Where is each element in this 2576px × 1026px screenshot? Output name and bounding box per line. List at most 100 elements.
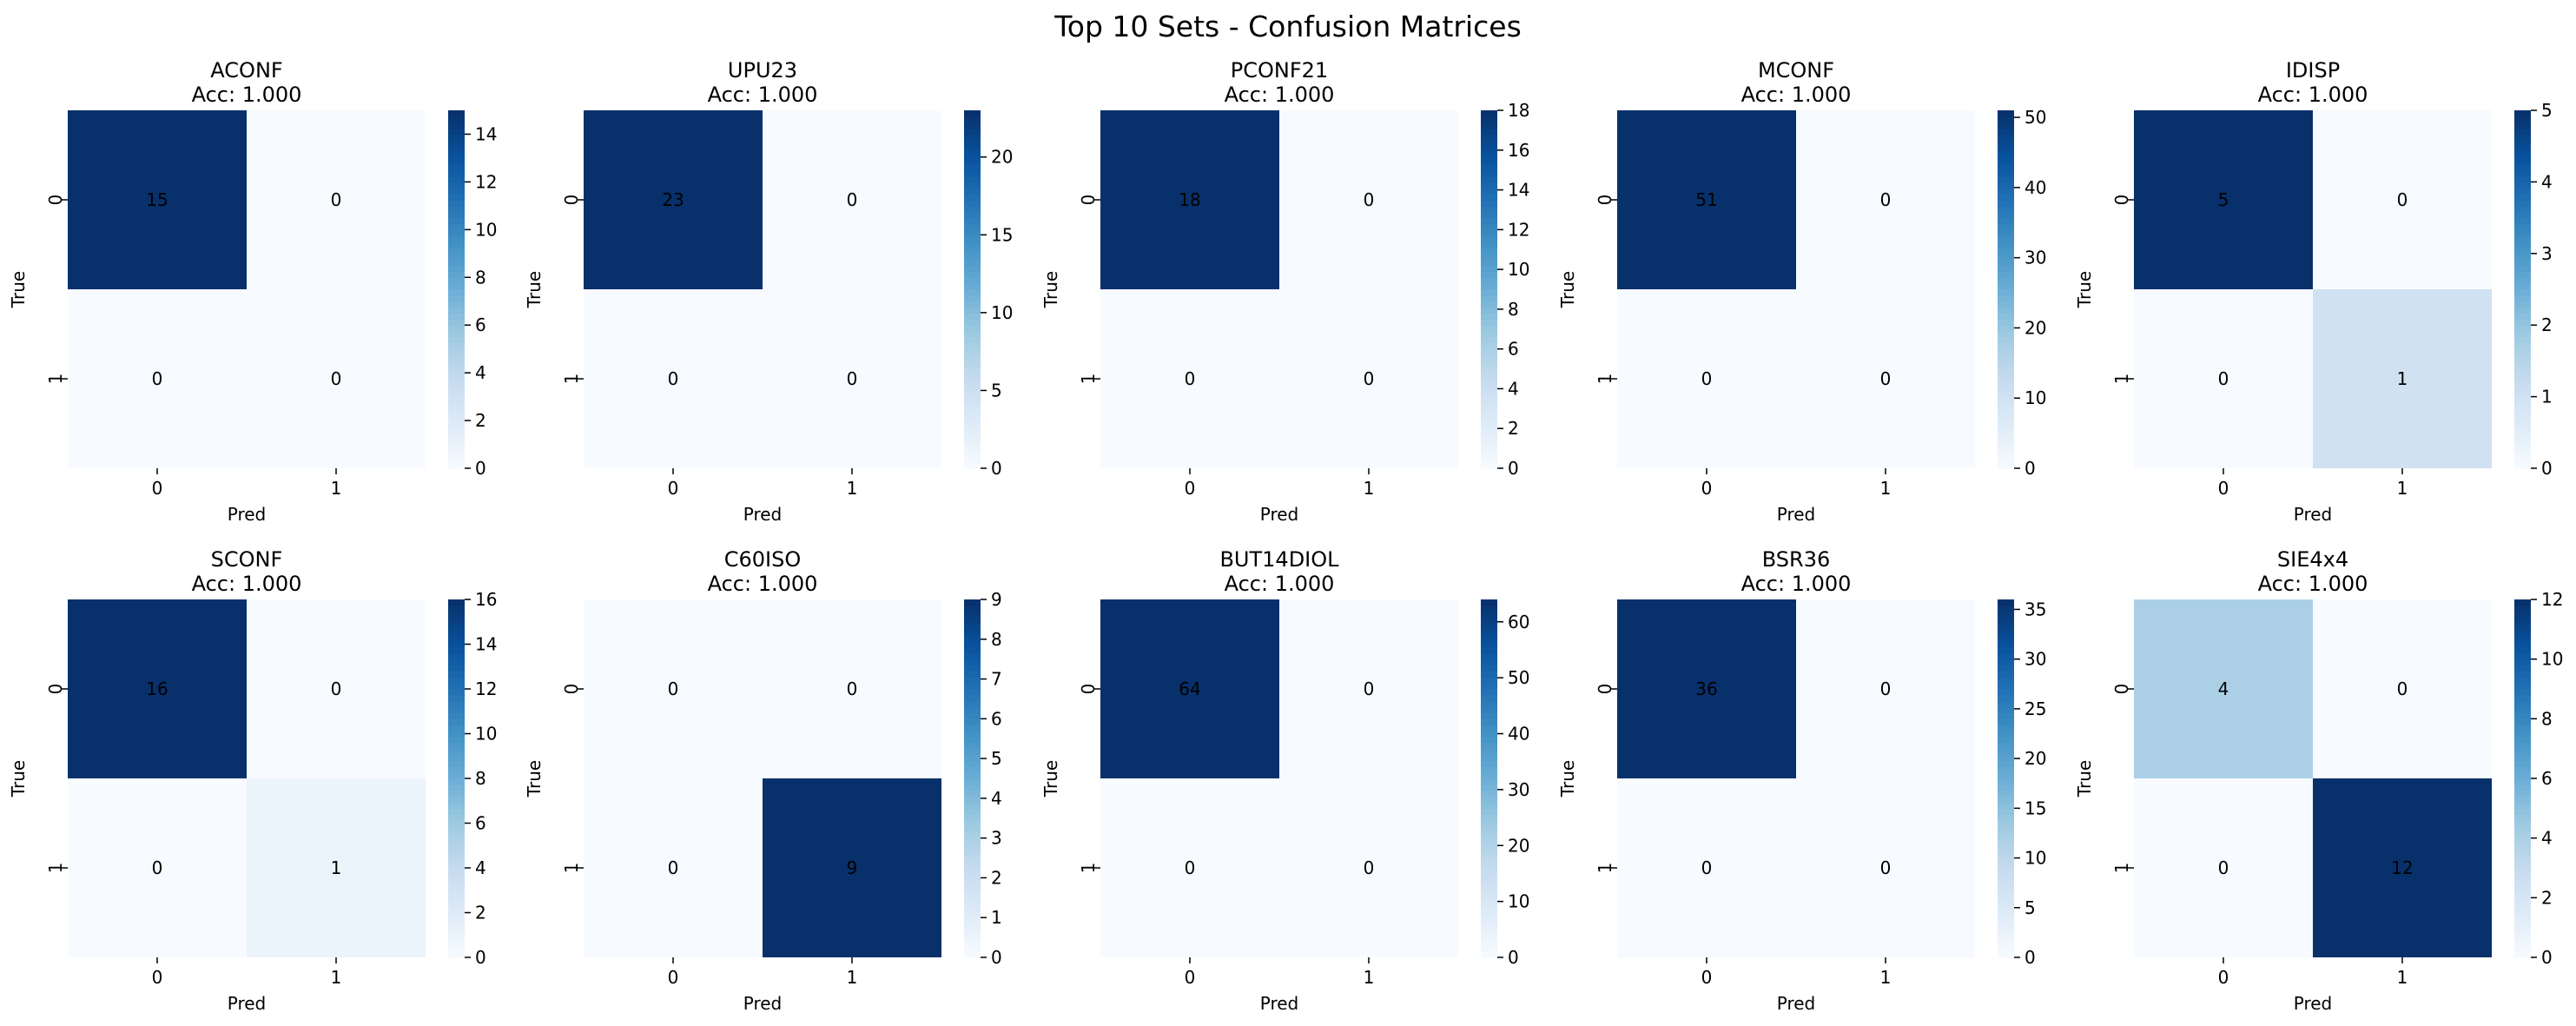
colorbar-segment [1998,683,2014,690]
colorbar-segment [964,659,981,666]
heatmap-cell [68,778,247,957]
colorbar-segment [448,169,465,177]
heatmap-cell [1796,778,1975,957]
colorbar-segment [1998,313,2014,320]
colorbar-segment [964,128,981,136]
colorbar-segment [1481,659,1497,666]
colorbar-segment [1481,831,1497,839]
colorbar-segment [448,384,465,392]
x-tick-label: 0 [1701,967,1713,988]
cell-value-label: 0 [847,368,858,389]
colorbar-segment [2514,659,2531,666]
colorbar-segment [1998,862,2014,869]
colorbar-segment [1998,712,2014,719]
colorbar-segment [2514,134,2531,141]
colorbar-tick-label: 8 [1508,299,1519,320]
colorbar-tick-label: 2 [991,867,1002,888]
colorbar-segment [964,910,981,917]
colorbar-segment [2514,825,2531,833]
colorbar-segment [1998,194,2014,201]
colorbar-segment [1998,689,2014,696]
x-tick-label: 1 [331,967,342,988]
colorbar-segment [1998,367,2014,374]
colorbar-segment [964,169,981,177]
colorbar-segment [1481,140,1497,147]
colorbar-segment [1481,837,1497,845]
x-axis-label: Pred [743,993,783,1014]
colorbar-tick-label: 1 [2541,387,2553,407]
colorbar-segment [1481,194,1497,201]
colorbar-segment [964,712,981,719]
colorbar-segment [1481,748,1497,756]
colorbar-segment [1481,933,1497,940]
heatmap-cell [1100,599,1279,778]
colorbar-segment [2514,253,2531,261]
colorbar-segment [2514,462,2531,469]
colorbar-segment [448,348,465,356]
colorbar-segment [1998,319,2014,326]
y-tick-label: 0 [1595,684,1615,695]
colorbar-segment [448,116,465,123]
colorbar-segment [1998,885,2014,893]
colorbar-segment [964,897,981,904]
colorbar-tick-label: 10 [2541,649,2563,670]
colorbar-segment [964,671,981,678]
colorbar-segment [1998,731,2014,738]
colorbar-segment [964,718,981,725]
colorbar-segment [448,910,465,917]
colorbar-segment [1998,790,2014,798]
colorbar-segment [1481,868,1497,875]
colorbar-segment [448,289,465,296]
colorbar-segment [1998,825,2014,833]
heatmap-cell [2313,289,2492,468]
colorbar-segment [1481,182,1497,189]
colorbar-segment [448,825,465,833]
colorbar-segment [964,772,981,779]
colorbar-segment [1998,134,2014,141]
colorbar-segment [448,342,465,350]
colorbar-tick-label: 16 [475,589,497,610]
y-axis-label: True [1557,760,1578,798]
colorbar-segment [448,110,465,117]
colorbar-tick-label: 0 [2541,947,2553,968]
colorbar-segment [964,796,981,804]
colorbar-segment [1481,444,1497,451]
colorbar-segment [964,116,981,123]
y-axis-label: True [8,760,29,798]
x-tick-label: 0 [2218,967,2229,988]
cell-value-label: 0 [2218,368,2229,389]
colorbar-segment [964,354,981,361]
colorbar-segment [2514,850,2531,857]
colorbar-segment [448,390,465,398]
colorbar-segment [448,831,465,839]
colorbar-tick-label: 18 [1508,100,1529,121]
colorbar-tick-label: 8 [991,629,1002,650]
colorbar-tick-label: 6 [2541,768,2553,789]
colorbar-tick-label: 30 [2024,248,2046,268]
colorbar-segment [448,689,465,696]
colorbar-segment [2514,396,2531,404]
colorbar-segment [964,951,981,958]
colorbar-segment [1481,295,1497,302]
colorbar-segment [448,814,465,821]
colorbar-segment [1481,217,1497,225]
colorbar-tick-label: 4 [1508,378,1519,399]
x-tick-label: 0 [1701,478,1713,499]
colorbar-segment [964,379,981,386]
colorbar-tick-label: 5 [991,748,1002,769]
colorbar-segment [964,766,981,773]
colorbar-segment [1998,617,2014,625]
heatmap-cell [247,778,426,957]
colorbar-tick-label: 30 [2024,649,2046,670]
colorbar-segment [2514,677,2531,684]
colorbar-segment [448,140,465,147]
colorbar-tick-label: 0 [1508,947,1519,968]
colorbar-segment [1481,683,1497,690]
colorbar-segment [964,706,981,714]
colorbar-tick-label: 30 [1508,779,1529,800]
colorbar-segment [1481,271,1497,278]
colorbar-segment [964,731,981,738]
colorbar-tick-label: 4 [2541,171,2553,192]
colorbar-tick-label: 6 [475,813,486,834]
x-axis-label: Pred [743,504,783,525]
